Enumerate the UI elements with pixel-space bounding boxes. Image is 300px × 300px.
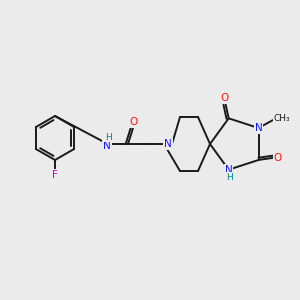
Text: O: O <box>274 153 282 163</box>
Text: N: N <box>255 123 263 133</box>
Text: H: H <box>226 173 233 182</box>
Text: N: N <box>103 141 111 151</box>
Text: O: O <box>130 117 138 127</box>
Text: H: H <box>105 133 111 142</box>
Text: CH₃: CH₃ <box>274 114 290 123</box>
Text: O: O <box>220 93 229 103</box>
Text: N: N <box>225 165 232 175</box>
Text: N: N <box>164 139 172 149</box>
Text: F: F <box>52 170 58 180</box>
